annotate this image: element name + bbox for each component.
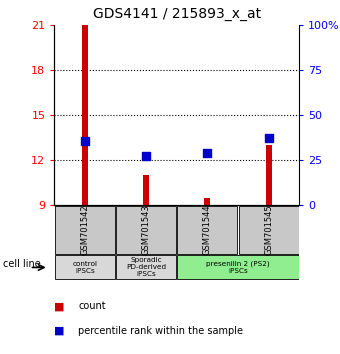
- Text: GSM701545: GSM701545: [264, 205, 273, 255]
- Bar: [116, 206, 176, 253]
- Point: [82, 138, 88, 143]
- Text: ■: ■: [54, 326, 65, 336]
- Bar: [204, 198, 210, 205]
- Point: [205, 150, 210, 155]
- Bar: [116, 255, 176, 279]
- Bar: [239, 206, 299, 253]
- Point: [143, 153, 149, 159]
- Bar: [143, 175, 149, 205]
- Title: GDS4141 / 215893_x_at: GDS4141 / 215893_x_at: [93, 7, 261, 21]
- Bar: [82, 25, 88, 205]
- Bar: [55, 206, 115, 253]
- Text: GSM701544: GSM701544: [203, 205, 212, 255]
- Text: GSM701542: GSM701542: [81, 205, 89, 255]
- Text: control
iPSCs: control iPSCs: [72, 261, 98, 274]
- Point: [266, 135, 271, 141]
- Text: Sporadic
PD-derived
iPSCs: Sporadic PD-derived iPSCs: [126, 257, 166, 277]
- Text: percentile rank within the sample: percentile rank within the sample: [78, 326, 243, 336]
- Text: count: count: [78, 301, 106, 311]
- Text: ■: ■: [54, 301, 65, 311]
- Bar: [177, 255, 299, 279]
- Text: presenilin 2 (PS2)
iPSCs: presenilin 2 (PS2) iPSCs: [206, 260, 270, 274]
- Bar: [266, 145, 272, 205]
- Text: cell line: cell line: [3, 259, 41, 269]
- Bar: [177, 206, 237, 253]
- Bar: [55, 255, 115, 279]
- Text: GSM701543: GSM701543: [142, 205, 151, 255]
